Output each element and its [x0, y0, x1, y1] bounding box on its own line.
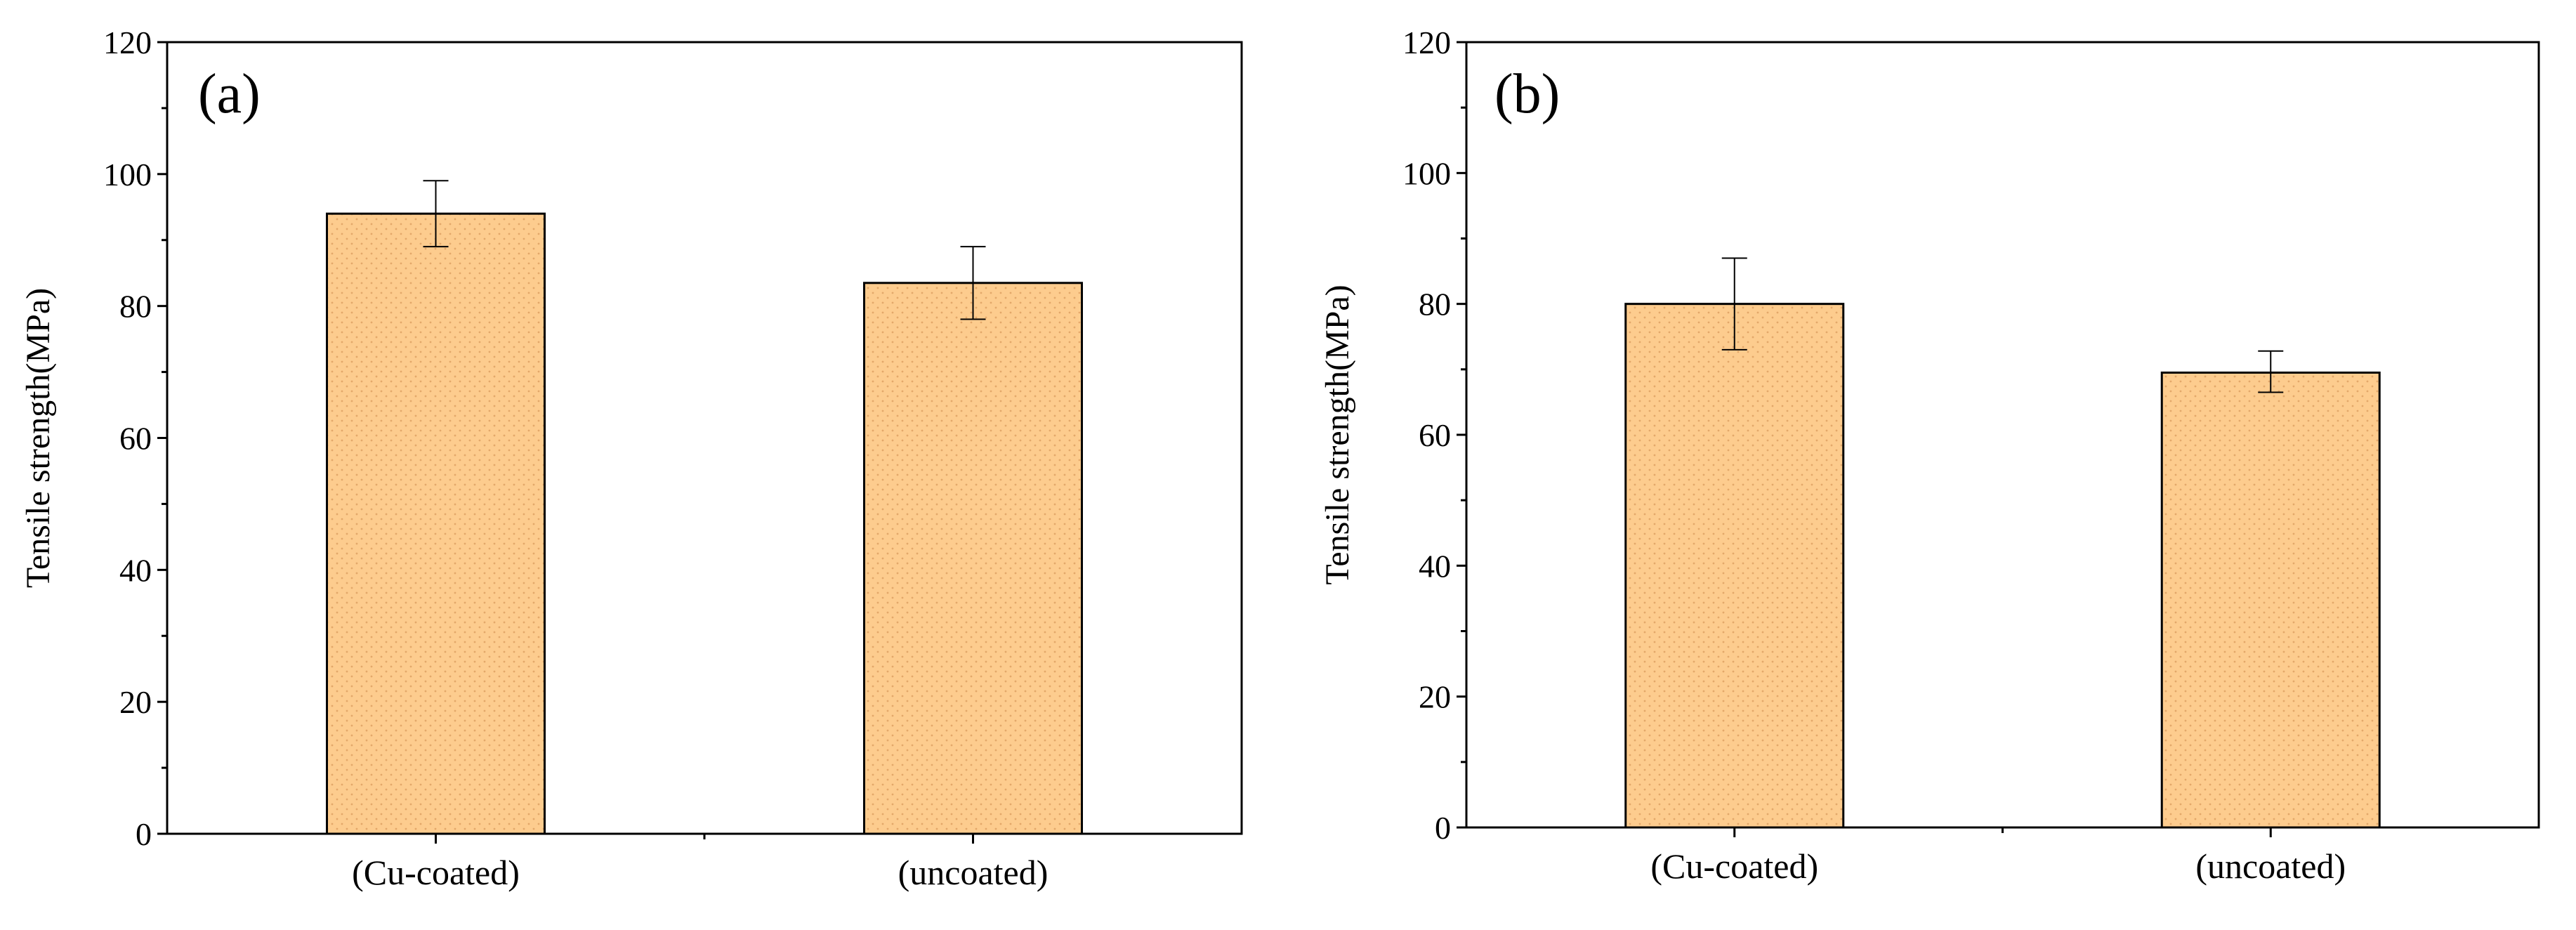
x-category-label: (Cu-coated) [352, 853, 520, 892]
bars [326, 212, 1083, 835]
y-tick-label: 60 [119, 421, 152, 457]
y-tick-label: 20 [1419, 679, 1451, 715]
x-category-labels: (Cu-coated) (uncoated) [352, 853, 1048, 892]
y-axis-title: Tensile strength(MPa) [20, 288, 57, 588]
y-tick-label: 0 [136, 816, 152, 852]
error-bars [423, 180, 986, 320]
y-tick-label: 40 [1419, 548, 1451, 584]
x-category-label: (uncoated) [898, 853, 1049, 892]
y-tick-labels: 0 20 40 60 80 100 120 [103, 25, 152, 852]
y-tick-label: 0 [1435, 810, 1451, 846]
y-tick-label: 40 [119, 552, 152, 588]
axis-ticks [157, 41, 974, 844]
y-tick-label: 100 [103, 157, 152, 192]
bar-uncoated [863, 282, 1083, 835]
chart-panel-b: (b) Tensile strength(MPa) 0 20 40 60 80 … [1319, 25, 2540, 886]
y-tick-label: 120 [1402, 25, 1451, 60]
error-bar-cu-coated [1721, 257, 1747, 351]
x-category-label: (uncoated) [2195, 846, 2346, 886]
axis-ticks [1457, 41, 2272, 837]
chart-panel-a: (a) Tensile strength(MPa) 0 20 40 60 80 … [20, 25, 1243, 892]
error-bar-uncoated [960, 246, 986, 320]
x-category-label: (Cu-coated) [1650, 846, 1818, 886]
y-tick-label: 20 [119, 684, 152, 720]
y-tick-label: 80 [1419, 287, 1451, 322]
y-tick-label: 80 [119, 289, 152, 325]
bar-cu-coated [326, 212, 546, 835]
error-bars [1721, 257, 2284, 393]
bar-uncoated [2160, 371, 2381, 829]
bars [1624, 303, 2381, 829]
error-bar-cu-coated [423, 180, 449, 248]
y-axis-title: Tensile strength(MPa) [1319, 284, 1356, 584]
panel-label: (a) [198, 63, 261, 125]
y-tick-label: 100 [1402, 155, 1451, 191]
y-tick-labels: 0 20 40 60 80 100 120 [1402, 25, 1451, 846]
y-tick-label: 120 [103, 25, 152, 60]
x-category-labels: (Cu-coated) (uncoated) [1650, 846, 2346, 886]
panel-label: (b) [1494, 63, 1560, 125]
error-bar-uncoated [2258, 350, 2284, 393]
y-tick-label: 60 [1419, 417, 1451, 453]
bar-cu-coated [1624, 303, 1845, 829]
